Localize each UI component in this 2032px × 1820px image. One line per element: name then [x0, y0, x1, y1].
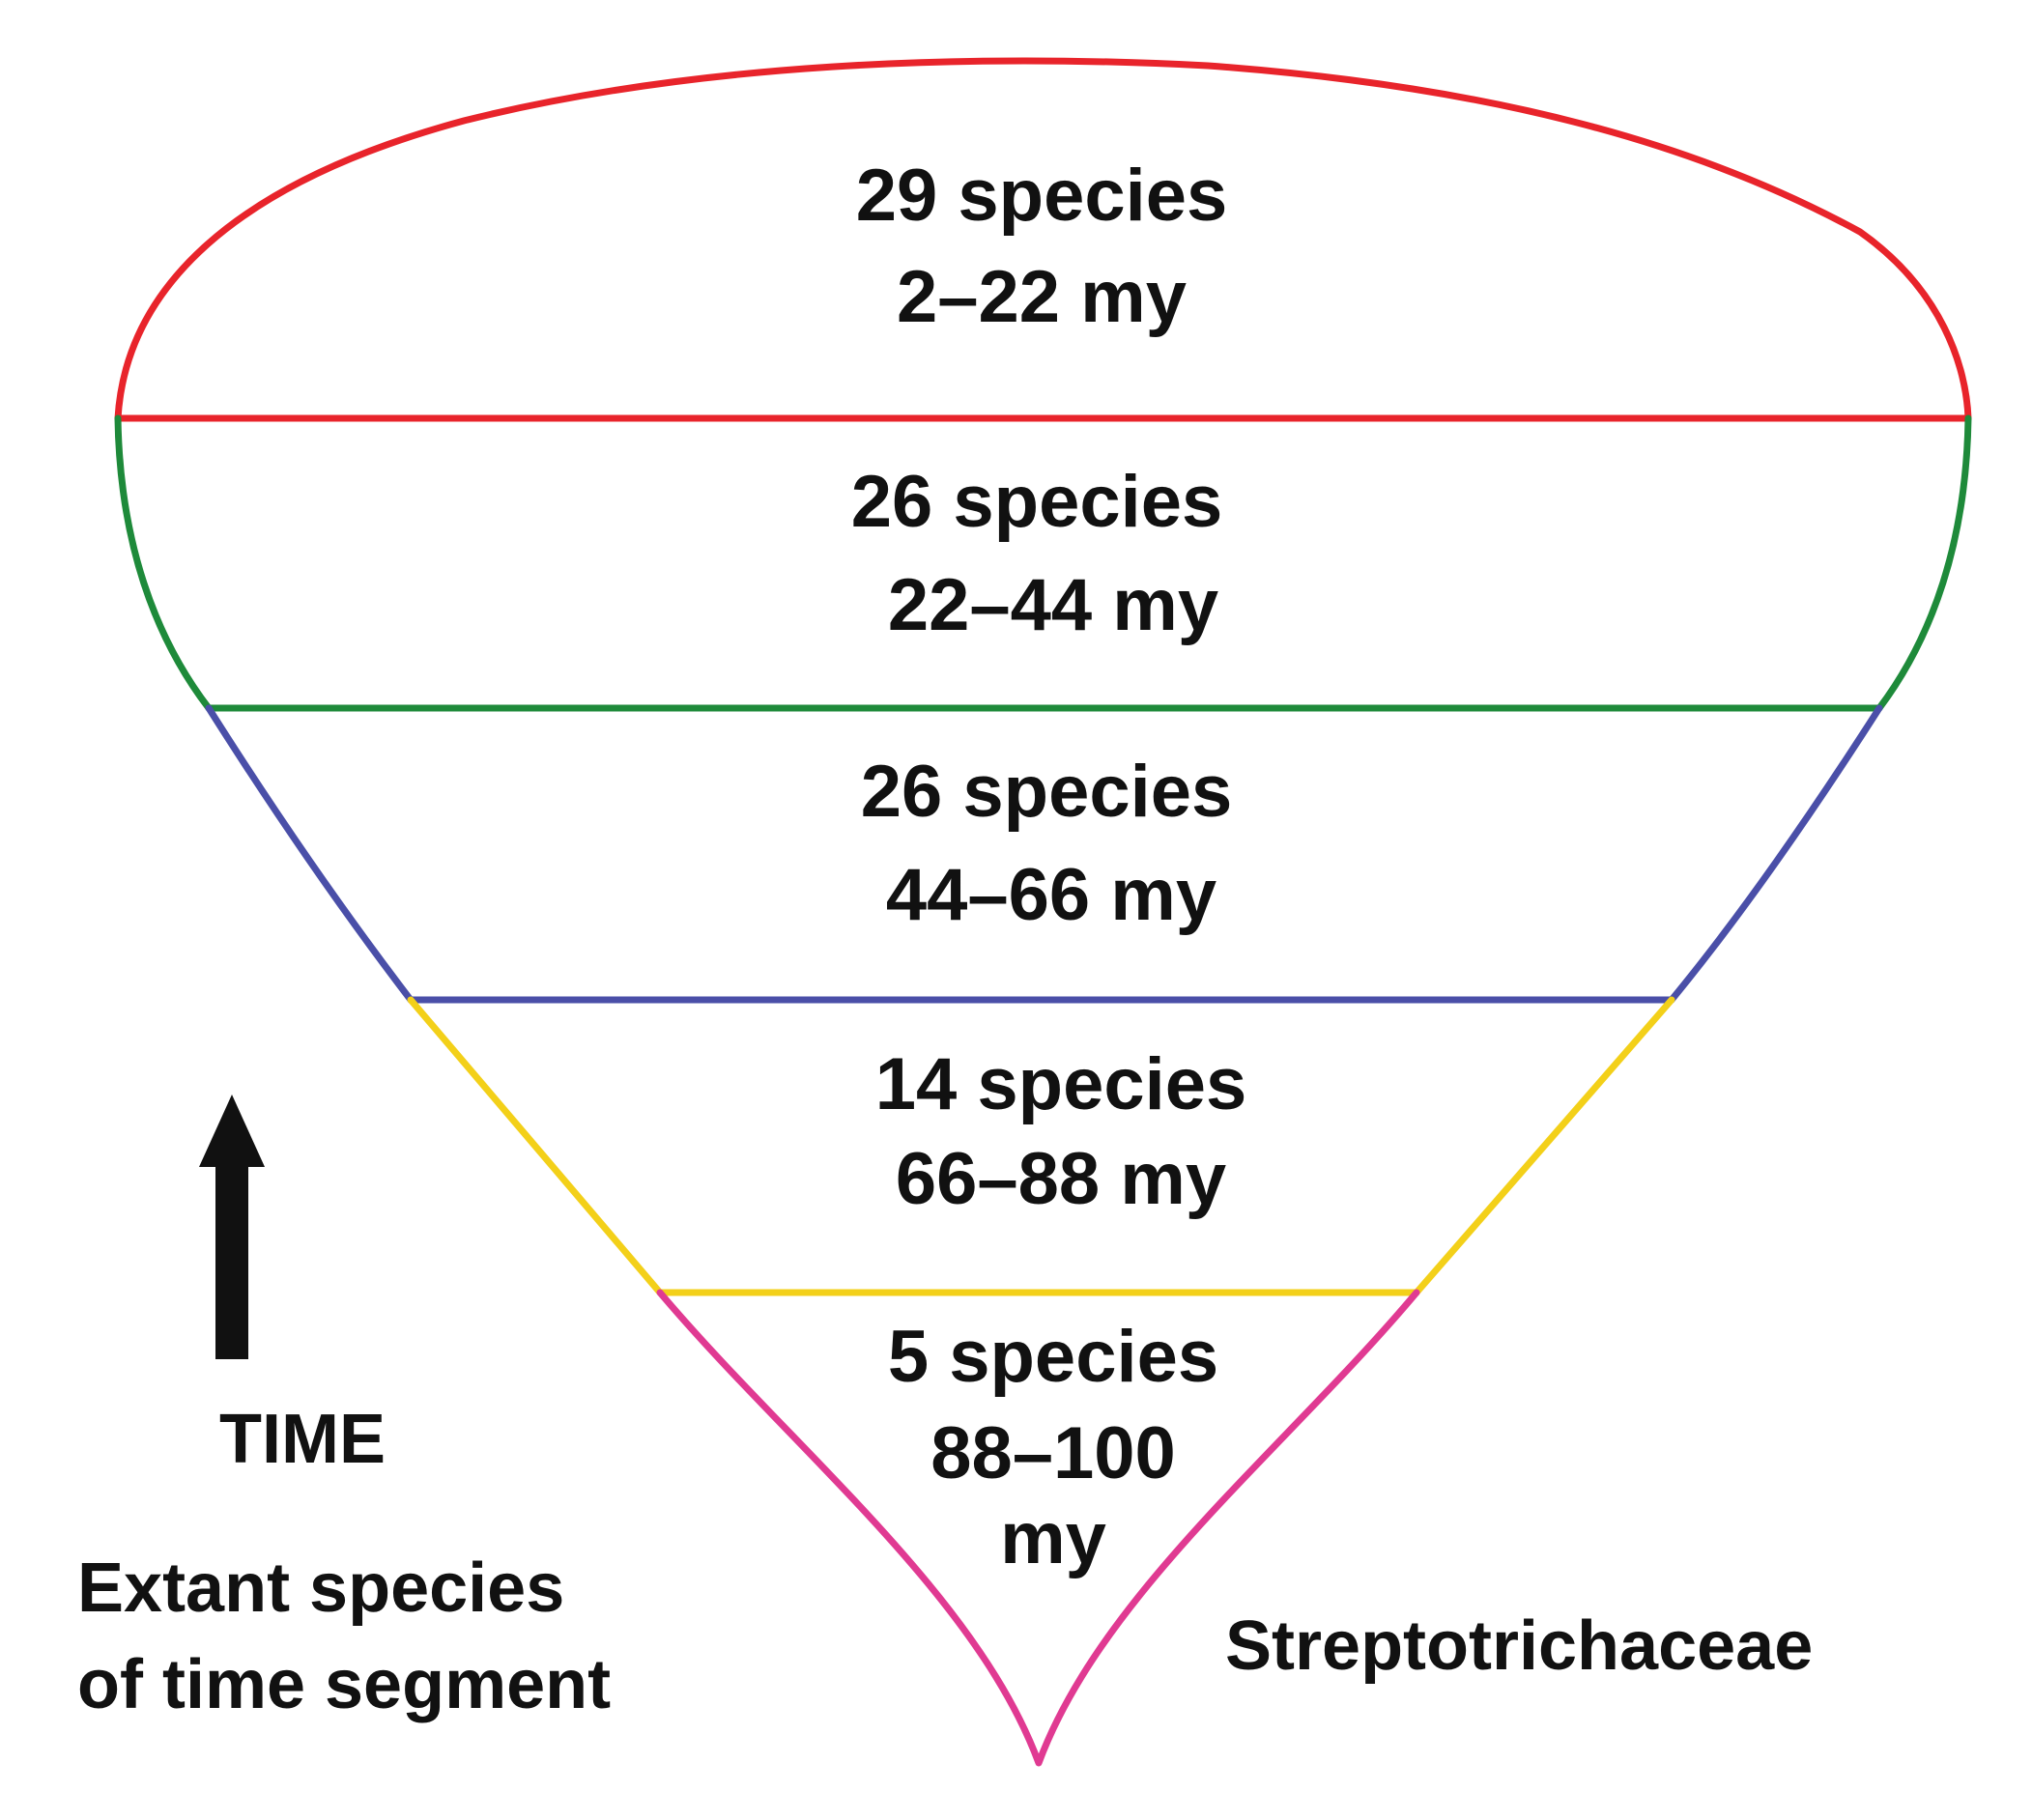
segment-5-range: 88–100	[930, 1412, 1176, 1494]
segment-1: 29 species 2–22 my	[114, 57, 1972, 422]
time-label: TIME	[219, 1401, 386, 1478]
segment-4: 14 species 66–88 my	[407, 996, 1675, 1296]
segment-1-outline	[114, 57, 1972, 422]
segment-2-outline	[114, 414, 1972, 712]
up-arrow-icon	[199, 1095, 265, 1359]
caption-right: Streptotrichaceae	[1225, 1607, 1813, 1685]
segment-2: 26 species 22–44 my	[114, 414, 1972, 712]
segment-4-outline	[407, 996, 1675, 1296]
segment-2-range: 22–44 my	[888, 564, 1218, 646]
segment-4-range: 66–88 my	[896, 1138, 1226, 1220]
segment-1-range: 2–22 my	[897, 256, 1187, 338]
segment-3-outline	[205, 704, 1883, 1004]
segment-4-species: 14 species	[875, 1043, 1247, 1125]
segment-3: 26 species 44–66 my	[205, 704, 1883, 1004]
segment-5: 5 species 88–100 my	[656, 1289, 1420, 1767]
caption-left-line1: Extant species	[77, 1550, 564, 1627]
segment-3-range: 44–66 my	[886, 854, 1216, 936]
segment-1-species: 29 species	[856, 155, 1228, 237]
caption-left-line2: of time segment	[77, 1646, 611, 1723]
segment-5-outline	[656, 1289, 1420, 1767]
segment-5-species: 5 species	[888, 1316, 1218, 1398]
segment-5-range-unit: my	[1000, 1497, 1106, 1579]
segment-2-species: 26 species	[851, 461, 1223, 543]
segment-3-species: 26 species	[861, 751, 1233, 833]
